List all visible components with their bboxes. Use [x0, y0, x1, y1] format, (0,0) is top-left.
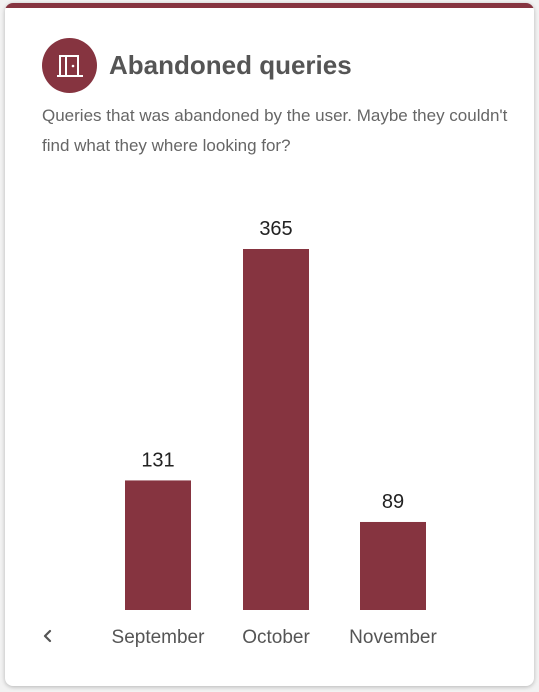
previous-button[interactable]	[33, 621, 63, 651]
category-label: November	[349, 627, 437, 648]
bar-november	[360, 522, 426, 610]
bar-october	[243, 249, 309, 610]
bar-value-label: 131	[141, 449, 174, 471]
category-label: October	[242, 627, 310, 648]
bar-chart: 131 September 365 October 89 November	[5, 3, 534, 686]
chart-card: Abandoned queries Queries that was aband…	[5, 3, 534, 686]
category-label: September	[112, 627, 206, 648]
bar-september	[125, 480, 191, 610]
chevron-left-icon	[40, 628, 56, 644]
bar-value-label: 89	[382, 491, 404, 513]
bar-value-label: 365	[259, 218, 292, 240]
